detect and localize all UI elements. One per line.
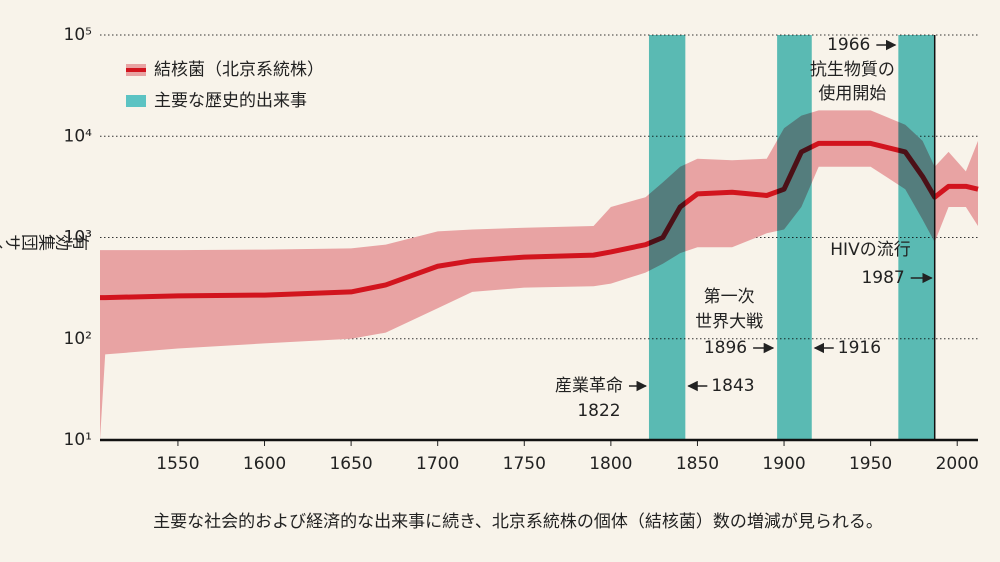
annotation: 使用開始 (818, 83, 886, 104)
x-tick-label: 1650 (329, 454, 372, 474)
annotation: 抗生物質の (810, 60, 895, 80)
legend: 結核菌（北京系統株） 主要な歴史的出来事 (126, 60, 324, 111)
legend-label: 主要な歴史的出来事 (154, 91, 307, 111)
y-tick-label: 10² (64, 329, 92, 349)
annotation: HIVの流行 (830, 240, 910, 260)
y-axis-label: 有効集団サイズ (0, 230, 90, 251)
y-tick-label: 10⁴ (64, 126, 93, 146)
annotation: 1822 (577, 401, 620, 421)
caption: 主要な社会的および経済的な出来事に続き、北京系統株の個体（結核菌）数の増減が見ら… (153, 512, 883, 532)
annotation: 産業革命 (555, 376, 623, 396)
y-tick-label: 10¹ (64, 430, 92, 450)
x-tick-label: 1600 (243, 454, 286, 474)
x-tick-label: 1800 (589, 454, 632, 474)
event-bar (777, 35, 812, 440)
confidence-band (100, 110, 978, 440)
y-tick-label: 10³ (64, 228, 92, 248)
event-bar (898, 35, 935, 440)
y-tick-label: 10⁵ (64, 25, 92, 45)
x-tick-label: 1550 (156, 454, 199, 474)
legend-swatch (126, 95, 146, 107)
annotation: 1987 (861, 268, 904, 288)
annotation: 世界大戦 (695, 312, 763, 332)
x-tick-label: 1950 (849, 454, 892, 474)
x-tick-label: 1750 (503, 454, 546, 474)
annotation: 1896 (704, 338, 747, 358)
annotation: 1916 (838, 338, 881, 358)
annotation: 1966 (827, 35, 870, 55)
event-bar (648, 35, 686, 440)
x-tick-label: 2000 (936, 454, 979, 474)
legend-label: 結核菌（北京系統株） (154, 60, 324, 80)
x-tick-label: 1700 (416, 454, 459, 474)
x-tick-label: 1850 (676, 454, 719, 474)
annotation: 1843 (711, 376, 754, 396)
legend-swatch-line (126, 68, 146, 72)
x-tick-label: 1900 (762, 454, 805, 474)
annotation: 第一次 (704, 287, 755, 307)
